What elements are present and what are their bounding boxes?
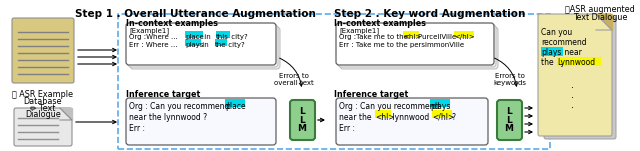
- Text: Errors to: Errors to: [279, 73, 309, 79]
- Text: Dialogue: Dialogue: [25, 110, 61, 119]
- Bar: [432, 110, 452, 118]
- Text: Err : Where ...: Err : Where ...: [129, 42, 180, 48]
- Text: near: near: [562, 48, 582, 57]
- Text: keywords: keywords: [493, 80, 527, 86]
- Text: city?: city?: [226, 42, 244, 48]
- Text: Err :: Err :: [129, 124, 145, 133]
- Text: Org :Take me to the: Org :Take me to the: [339, 34, 412, 40]
- FancyBboxPatch shape: [544, 17, 616, 139]
- Text: </hl>: </hl>: [454, 34, 475, 40]
- Text: Step 2 . Key word Augmentation: Step 2 . Key word Augmentation: [334, 9, 525, 19]
- Bar: [541, 47, 563, 56]
- Text: this: this: [216, 34, 229, 40]
- Bar: [215, 39, 227, 46]
- Polygon shape: [596, 14, 612, 30]
- FancyBboxPatch shape: [126, 23, 276, 65]
- Text: Step 1 . Overall Utterance Augmentation: Step 1 . Overall Utterance Augmentation: [75, 9, 316, 19]
- Text: [Example1]: [Example1]: [339, 27, 379, 34]
- Text: plays: plays: [541, 48, 561, 57]
- Text: plays: plays: [185, 42, 204, 48]
- Text: M: M: [504, 124, 513, 133]
- Text: lynnwood: lynnwood: [390, 113, 431, 122]
- FancyBboxPatch shape: [538, 14, 612, 136]
- Text: place: place: [225, 102, 246, 111]
- Text: Org : Can you recommend: Org : Can you recommend: [129, 102, 232, 111]
- Text: In-context examples: In-context examples: [334, 19, 426, 28]
- Text: ?: ?: [451, 113, 455, 122]
- Text: </hl>: </hl>: [432, 113, 454, 122]
- Text: <hl>: <hl>: [375, 113, 395, 122]
- FancyBboxPatch shape: [336, 23, 494, 65]
- Bar: [454, 31, 474, 38]
- Text: overall text: overall text: [274, 80, 314, 86]
- Text: L: L: [506, 116, 512, 125]
- Text: city?: city?: [229, 34, 248, 40]
- Text: in: in: [200, 42, 211, 48]
- Text: .: .: [570, 80, 573, 90]
- Text: Org : Can you recommend: Org : Can you recommend: [339, 102, 442, 111]
- Text: the: the: [541, 58, 556, 67]
- FancyBboxPatch shape: [128, 25, 278, 67]
- FancyBboxPatch shape: [338, 25, 496, 67]
- Text: Text Dialogue: Text Dialogue: [573, 13, 627, 22]
- Bar: [375, 110, 391, 118]
- Text: near the lynnwood ?: near the lynnwood ?: [129, 113, 207, 122]
- FancyBboxPatch shape: [14, 108, 72, 146]
- FancyBboxPatch shape: [340, 27, 498, 69]
- Bar: [403, 31, 419, 38]
- Text: Err : Take me to the persimmonVille: Err : Take me to the persimmonVille: [339, 42, 464, 48]
- Text: Can you: Can you: [541, 28, 572, 37]
- Text: L: L: [299, 116, 305, 125]
- Text: ⍉ASR augmented: ⍉ASR augmented: [565, 5, 635, 14]
- Text: ✏ Text: ✏ Text: [30, 104, 56, 113]
- Text: in: in: [202, 34, 213, 40]
- Text: Database: Database: [24, 97, 62, 106]
- Bar: [118, 14, 550, 149]
- Text: near the: near the: [339, 113, 374, 122]
- Text: Inference target: Inference target: [126, 90, 200, 99]
- Bar: [185, 31, 203, 38]
- Bar: [185, 39, 201, 46]
- Text: .: .: [570, 90, 573, 100]
- FancyBboxPatch shape: [126, 98, 276, 145]
- Bar: [216, 31, 230, 38]
- Text: .: .: [570, 100, 573, 110]
- FancyBboxPatch shape: [290, 100, 315, 140]
- Text: [Example1]: [Example1]: [129, 27, 169, 34]
- Text: <hl>: <hl>: [403, 34, 421, 40]
- Text: L: L: [506, 107, 512, 116]
- Text: the: the: [215, 42, 227, 48]
- Polygon shape: [60, 108, 72, 120]
- Text: Org :Where ...: Org :Where ...: [129, 34, 180, 40]
- Text: Errors to: Errors to: [495, 73, 525, 79]
- Bar: [557, 57, 601, 66]
- Text: M: M: [298, 124, 307, 133]
- FancyBboxPatch shape: [12, 18, 74, 83]
- Bar: [430, 99, 450, 107]
- Text: ⍉ ASR Example: ⍉ ASR Example: [13, 90, 74, 99]
- Text: PurcellVille: PurcellVille: [418, 34, 461, 40]
- Text: place: place: [185, 34, 204, 40]
- Text: recommend: recommend: [541, 38, 587, 47]
- Text: In-context examples: In-context examples: [126, 19, 218, 28]
- Text: plays: plays: [430, 102, 451, 111]
- Text: Inference target: Inference target: [334, 90, 408, 99]
- FancyBboxPatch shape: [497, 100, 522, 140]
- Text: Lynnwood: Lynnwood: [557, 58, 595, 67]
- FancyBboxPatch shape: [336, 98, 488, 145]
- Text: Err :: Err :: [339, 124, 355, 133]
- Bar: [225, 99, 245, 107]
- Text: L: L: [299, 107, 305, 116]
- FancyBboxPatch shape: [130, 27, 280, 69]
